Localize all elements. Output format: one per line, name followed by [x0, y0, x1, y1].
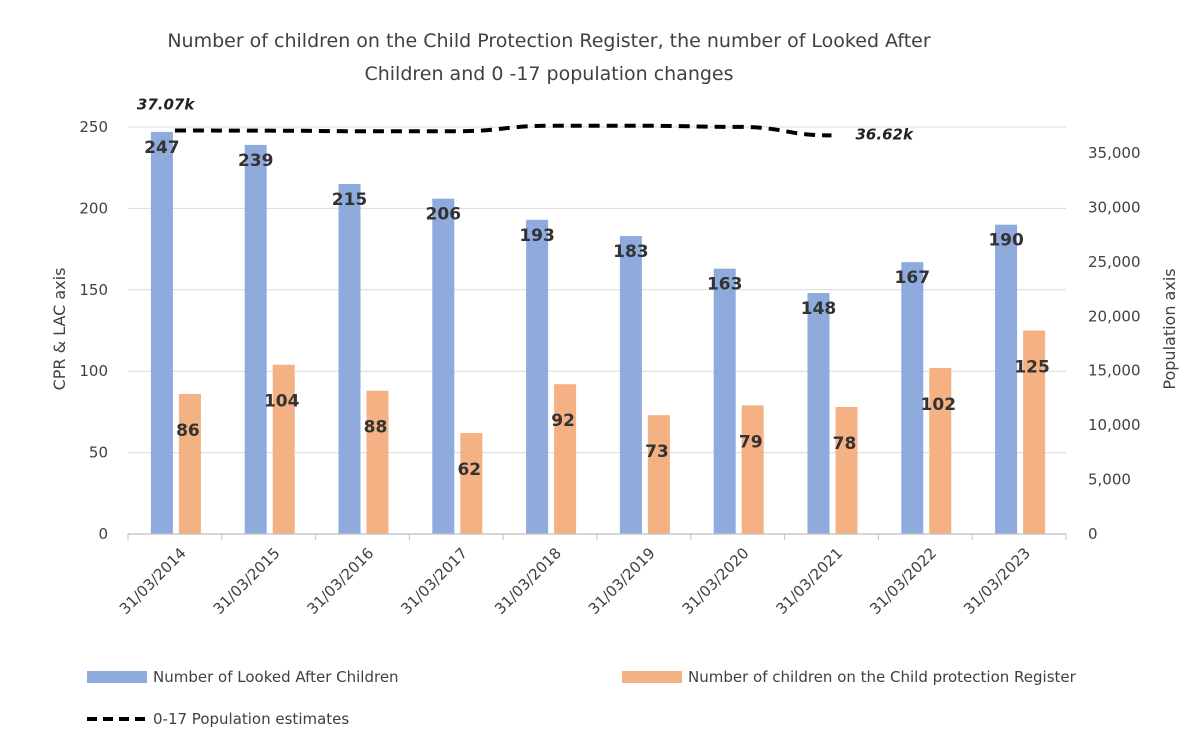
- left-tick-label: 0: [98, 525, 108, 543]
- bar-cpr: [554, 384, 577, 534]
- bar-cpr: [272, 364, 295, 534]
- data-label-cpr: 79: [739, 432, 763, 452]
- legend-label-cpr: Number of children on the Child protecti…: [688, 668, 1077, 686]
- legend-label-population: 0-17 Population estimates: [153, 710, 349, 728]
- bars: [150, 131, 1046, 535]
- data-label-lac: 183: [613, 242, 649, 262]
- bar-cpr: [366, 390, 389, 534]
- x-tick-label: 31/03/2021: [772, 544, 846, 618]
- legend: Number of Looked After Children Number o…: [87, 668, 1077, 728]
- left-tick-label: 50: [89, 444, 108, 462]
- x-tick-label: 31/03/2020: [679, 544, 753, 618]
- legend-swatch-cpr: [622, 671, 682, 683]
- population-label-last: 36.62k: [856, 125, 914, 143]
- data-label-cpr: 62: [457, 460, 481, 480]
- bar-lac: [244, 144, 267, 534]
- bar-lac: [150, 131, 173, 534]
- legend-swatch-lac: [87, 671, 147, 683]
- data-label-lac: 163: [707, 275, 743, 295]
- bar-lac: [995, 224, 1018, 534]
- right-tick-label: 15,000: [1088, 362, 1141, 380]
- bar-cpr: [835, 407, 858, 534]
- x-tick-label: 31/03/2016: [303, 544, 377, 618]
- data-label-lac: 167: [895, 268, 931, 288]
- bar-cpr: [1023, 330, 1046, 534]
- data-label-lac: 190: [988, 231, 1024, 251]
- bar-cpr: [460, 433, 483, 534]
- data-label-cpr: 78: [833, 434, 857, 454]
- x-tick-label: 31/03/2018: [491, 544, 565, 618]
- data-label-lac: 193: [519, 226, 555, 246]
- right-tick-label: 5,000: [1088, 471, 1131, 489]
- data-labels: 247 86 239 104 215 88 206 62 193 92 183 73 163 79 148 7…: [137, 95, 1050, 480]
- x-tick-label: 31/03/2022: [866, 544, 940, 618]
- x-tick-label: 31/03/2023: [960, 544, 1034, 618]
- population-line: [174, 123, 832, 138]
- bar-lac: [526, 219, 549, 534]
- data-label-lac: 239: [238, 151, 274, 171]
- population-label-first: 37.07k: [137, 95, 195, 113]
- legend-label-lac: Number of Looked After Children: [153, 668, 399, 686]
- axes: 0 50 100 150 200 250 0 5,000 10,000 15,000 20,000 2…: [79, 118, 1140, 618]
- chart-title-line1: Number of children on the Child Protecti…: [167, 30, 931, 52]
- chart-title-line2: Children and 0 -17 population changes: [364, 63, 733, 85]
- data-label-cpr: 88: [364, 418, 388, 438]
- right-tick-label: 0: [1088, 525, 1098, 543]
- bar-lac: [619, 236, 642, 535]
- data-label-cpr: 102: [921, 395, 957, 415]
- bar-lac: [713, 268, 736, 534]
- bar-lac: [901, 262, 924, 534]
- data-label-lac: 247: [144, 138, 180, 158]
- population-line-path: [174, 123, 832, 138]
- data-label-lac: 148: [801, 299, 837, 319]
- x-tick-label: 31/03/2014: [116, 544, 190, 618]
- right-tick-label: 10,000: [1088, 416, 1141, 434]
- left-tick-label: 100: [79, 362, 108, 380]
- bar-cpr: [178, 393, 201, 534]
- bar-lac: [338, 183, 361, 535]
- data-label-cpr: 104: [264, 392, 300, 412]
- x-tick-label: 31/03/2017: [397, 544, 471, 618]
- data-label-cpr: 73: [645, 442, 669, 462]
- data-label-cpr: 86: [176, 421, 200, 441]
- bar-cpr: [741, 405, 764, 534]
- left-tick-label: 150: [79, 281, 108, 299]
- bar-lac: [432, 198, 455, 534]
- data-label-lac: 206: [426, 205, 462, 225]
- data-label-cpr: 125: [1014, 358, 1050, 378]
- left-tick-label: 250: [79, 118, 108, 136]
- data-label-lac: 215: [332, 190, 368, 210]
- bar-cpr: [929, 367, 952, 534]
- right-tick-label: 35,000: [1088, 144, 1141, 162]
- x-tick-label: 31/03/2019: [585, 544, 659, 618]
- right-axis-title: Population axis: [1160, 268, 1179, 389]
- right-tick-label: 20,000: [1088, 307, 1141, 325]
- data-label-cpr: 92: [551, 411, 575, 431]
- left-axis-title: CPR & LAC axis: [50, 268, 69, 391]
- bar-cpr: [647, 415, 670, 534]
- right-tick-label: 30,000: [1088, 198, 1141, 216]
- x-tick-label: 31/03/2015: [210, 544, 284, 618]
- right-tick-label: 25,000: [1088, 253, 1141, 271]
- bar-lac: [807, 293, 830, 534]
- left-tick-label: 200: [79, 199, 108, 217]
